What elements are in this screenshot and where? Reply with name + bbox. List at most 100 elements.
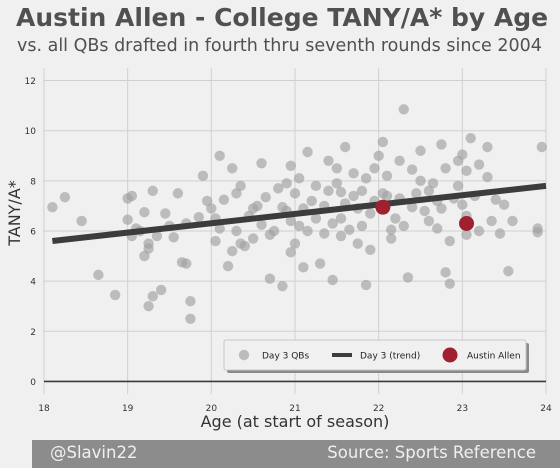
data-point xyxy=(494,228,506,239)
data-point xyxy=(532,227,543,238)
legend-marker-highlight xyxy=(442,347,458,363)
data-point xyxy=(319,228,330,239)
trend-line xyxy=(52,182,547,245)
y-axis-label: TANY/A* xyxy=(5,180,24,247)
data-point xyxy=(151,230,163,242)
data-point xyxy=(457,149,468,160)
data-point xyxy=(252,200,263,212)
legend-label-trend: Day 3 (trend) xyxy=(360,352,420,362)
data-point xyxy=(277,280,288,292)
data-point xyxy=(356,220,368,232)
data-point xyxy=(222,260,234,272)
data-point xyxy=(293,220,305,232)
x-tick-label: 19 xyxy=(122,404,134,414)
footer-handle: @Slavin22 xyxy=(50,443,138,462)
data-point xyxy=(331,178,343,189)
y-tick-label: 12 xyxy=(25,77,36,87)
data-point xyxy=(452,180,464,192)
data-point xyxy=(47,201,58,213)
data-point xyxy=(160,208,171,219)
data-point xyxy=(373,150,384,161)
data-point xyxy=(181,258,192,269)
data-point xyxy=(155,284,167,296)
data-point xyxy=(247,233,259,244)
data-point xyxy=(139,206,150,218)
data-point xyxy=(109,289,121,301)
data-point xyxy=(503,265,514,277)
data-point xyxy=(507,215,518,227)
data-point xyxy=(377,136,389,148)
data-point xyxy=(285,247,297,258)
data-point xyxy=(260,191,271,203)
data-point xyxy=(486,215,497,227)
data-point xyxy=(536,141,548,153)
data-point xyxy=(126,190,138,202)
y-tick-label: 0 xyxy=(30,378,36,388)
data-point xyxy=(365,208,376,219)
data-point xyxy=(231,225,242,237)
data-point xyxy=(436,139,447,150)
legend-label-highlight: Austin Allen xyxy=(467,352,521,362)
data-point xyxy=(264,273,276,284)
data-point xyxy=(93,269,104,281)
data-point xyxy=(411,188,422,199)
data-point xyxy=(327,274,338,286)
data-point xyxy=(381,190,393,202)
data-point xyxy=(360,173,372,184)
data-point xyxy=(360,279,372,291)
data-point xyxy=(498,199,510,210)
data-point xyxy=(256,219,267,230)
legend-label-points: Day 3 QBs xyxy=(262,352,309,362)
data-point xyxy=(298,262,309,273)
y-tick-label: 6 xyxy=(30,228,36,238)
data-point xyxy=(310,180,322,192)
legend-box xyxy=(223,339,527,371)
y-tick-label: 4 xyxy=(30,278,36,288)
data-point xyxy=(419,205,430,217)
data-point xyxy=(440,163,451,174)
footer-source: Source: Sports Reference xyxy=(327,443,536,462)
x-tick-label: 23 xyxy=(457,404,468,414)
data-point xyxy=(289,188,301,199)
legend: Day 3 QBs Day 3 (trend) Austin Allen xyxy=(223,339,529,373)
data-point xyxy=(356,185,368,197)
data-point xyxy=(440,267,451,278)
x-tick-label: 22 xyxy=(373,404,384,414)
data-point xyxy=(335,230,347,242)
data-point xyxy=(323,185,334,197)
data-point xyxy=(306,195,317,207)
data-point xyxy=(193,212,204,223)
data-point xyxy=(293,173,305,184)
data-point xyxy=(172,188,184,199)
footer-bar: @Slavin22 Source: Sports Reference xyxy=(32,440,560,468)
data-point xyxy=(59,191,71,203)
data-point xyxy=(386,233,397,244)
data-point xyxy=(323,155,334,166)
data-point xyxy=(147,291,158,302)
data-point xyxy=(227,163,238,174)
data-point xyxy=(436,203,447,214)
data-point xyxy=(327,218,338,229)
y-tick-label: 2 xyxy=(30,328,36,338)
data-point xyxy=(348,190,359,202)
x-tick-label: 20 xyxy=(206,404,218,414)
data-point xyxy=(427,178,439,189)
data-point xyxy=(344,224,355,235)
data-point xyxy=(444,278,455,289)
data-point xyxy=(281,178,292,189)
chart-title: Austin Allen - College TANY/A* by Age xyxy=(16,3,549,32)
highlight-points xyxy=(375,199,475,231)
data-point xyxy=(444,235,455,247)
data-point xyxy=(76,215,87,227)
data-points xyxy=(47,104,548,324)
data-point xyxy=(381,170,393,182)
data-point xyxy=(289,238,301,249)
data-point xyxy=(348,168,359,179)
data-point xyxy=(214,150,225,161)
data-point xyxy=(490,194,501,205)
data-point xyxy=(214,223,225,234)
data-point xyxy=(206,203,217,214)
data-point xyxy=(406,201,418,213)
highlight-point xyxy=(459,215,475,231)
